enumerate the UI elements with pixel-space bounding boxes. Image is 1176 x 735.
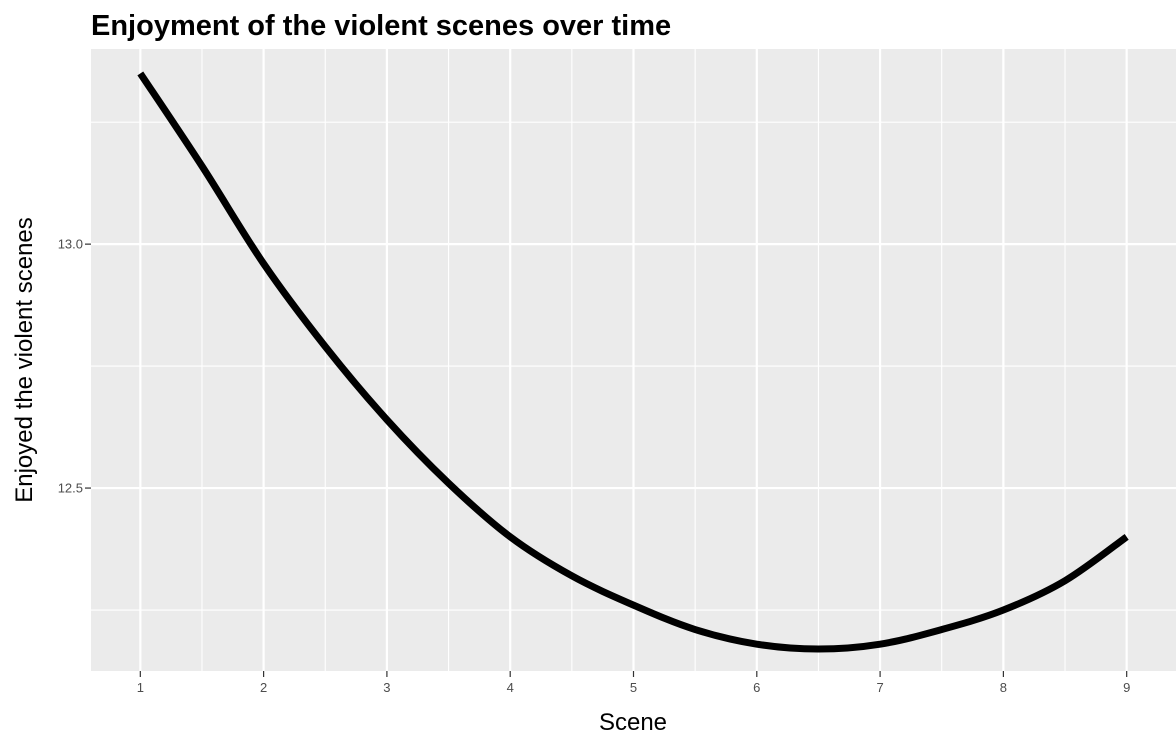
x-tick-label: 6 bbox=[753, 680, 760, 695]
x-tick-label: 3 bbox=[383, 680, 390, 695]
x-tick-label: 1 bbox=[137, 680, 144, 695]
x-tick-label: 8 bbox=[1000, 680, 1007, 695]
x-tick-label: 2 bbox=[260, 680, 267, 695]
y-tick-label: 13.0 bbox=[58, 237, 83, 252]
series-line bbox=[137, 71, 1129, 653]
x-axis-title: Scene bbox=[599, 709, 667, 735]
x-tick-label: 4 bbox=[507, 680, 514, 695]
y-axis: 12.5 13.0 bbox=[58, 237, 91, 496]
y-axis-title: Enjoyed the violent scenes bbox=[11, 217, 38, 503]
major-gridlines bbox=[91, 49, 1176, 671]
x-tick-label: 9 bbox=[1123, 680, 1130, 695]
y-tick-label: 12.5 bbox=[58, 481, 83, 496]
series-layer bbox=[137, 71, 1129, 653]
x-tick-label: 5 bbox=[630, 680, 637, 695]
x-tick-label: 7 bbox=[876, 680, 883, 695]
chart-title: Enjoyment of the violent scenes over tim… bbox=[91, 10, 671, 42]
x-axis: 1 2 3 4 5 6 7 8 9 bbox=[137, 671, 1130, 695]
